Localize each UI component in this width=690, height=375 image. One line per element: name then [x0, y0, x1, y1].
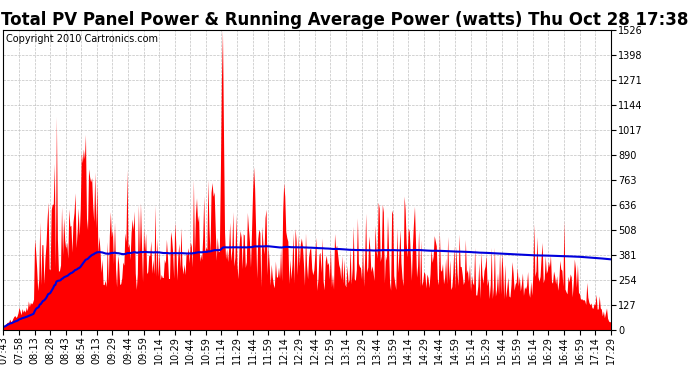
- Text: Copyright 2010 Cartronics.com: Copyright 2010 Cartronics.com: [6, 34, 159, 45]
- Text: Total PV Panel Power & Running Average Power (watts) Thu Oct 28 17:38: Total PV Panel Power & Running Average P…: [1, 11, 689, 29]
